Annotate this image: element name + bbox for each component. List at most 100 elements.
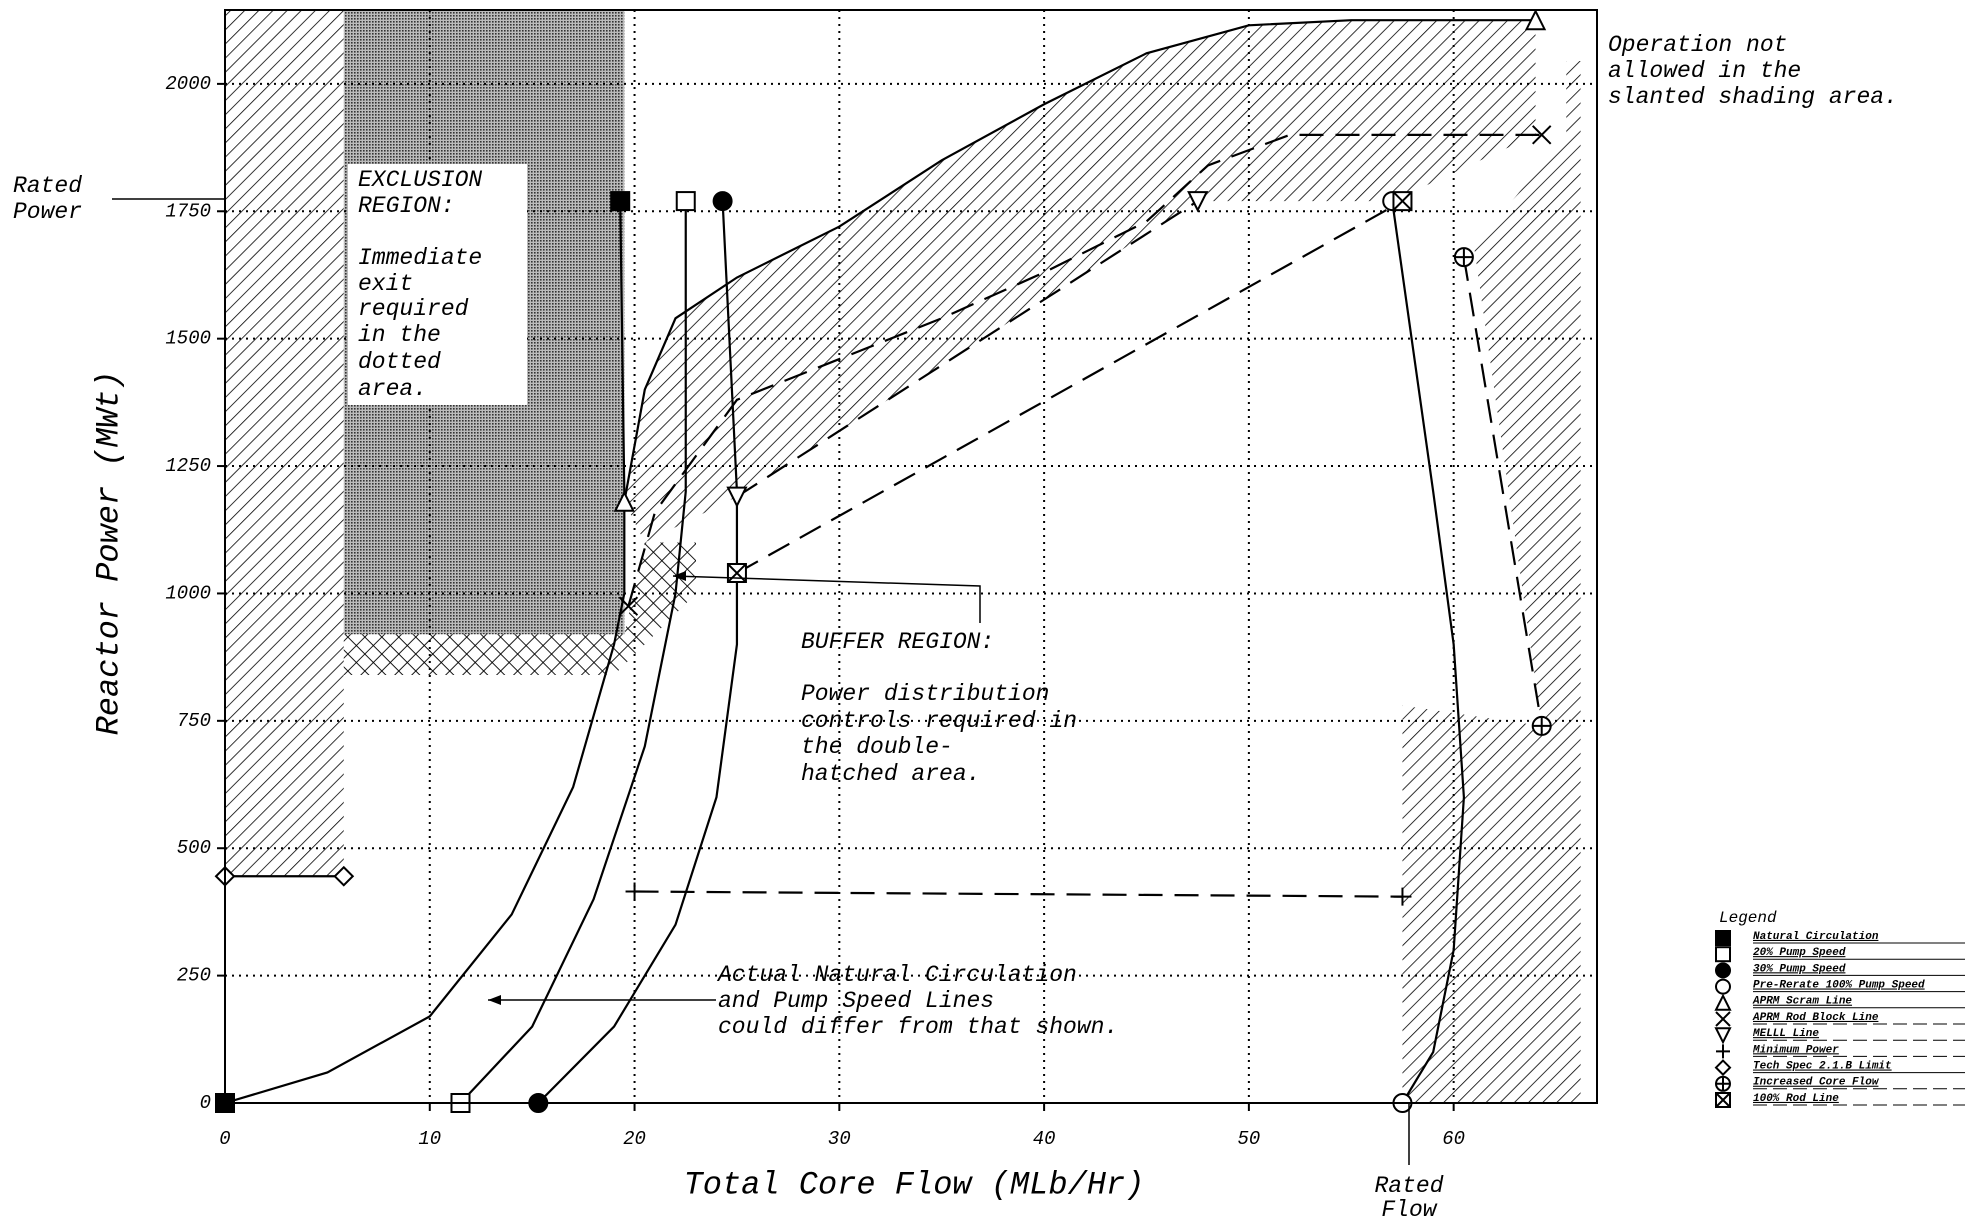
exclusion-text: dotted: [358, 349, 441, 375]
series-line: [736, 200, 1199, 498]
marker: [726, 563, 747, 584]
legend: Legend Natural Circulation 20% Pump Speed 3…: [1714, 909, 1965, 1108]
marker: [618, 596, 639, 616]
series: [214, 8, 1552, 1113]
marker: [675, 191, 696, 212]
plot-frame: [224, 9, 1598, 1104]
y-tick-label: 250: [177, 965, 211, 987]
x-tick-label: 0: [219, 1128, 230, 1150]
series-line: [224, 201, 626, 1105]
x-tick-label: 40: [1033, 1128, 1056, 1150]
legend-label: 100% Rod Line: [1753, 1093, 1839, 1105]
y-tick-label: 1750: [165, 200, 211, 222]
x-axis-label: Total Core Flow (MLb/Hr): [684, 1166, 1145, 1203]
exclusion-text: exit: [358, 271, 413, 297]
legend-label: MELLL Line: [1752, 1028, 1819, 1040]
y-tick-label: 1000: [165, 582, 211, 604]
exclusion-text: in the: [358, 322, 441, 348]
x-tick-label: 30: [828, 1128, 851, 1150]
rated-power-label: Power: [13, 199, 82, 225]
marker: [1715, 1011, 1731, 1027]
slanted-region: [624, 20, 1536, 543]
legend-label: Pre-Rerate 100% Pump Speed: [1753, 980, 1925, 992]
series-line: [736, 200, 1403, 575]
arrow-head: [488, 995, 501, 1005]
rated-flow-label: Rated: [1374, 1173, 1443, 1199]
buffer-title: BUFFER REGION:: [801, 629, 994, 655]
marker: [1716, 1044, 1730, 1059]
exclusion-text: required: [358, 296, 469, 322]
rated-power-label: Rated: [13, 173, 82, 199]
y-tick-label: 1250: [165, 455, 211, 477]
marker: [1393, 887, 1412, 906]
exclusion-box: [348, 164, 527, 405]
x-tick-label: 50: [1237, 1128, 1260, 1150]
marker: [726, 486, 748, 508]
y-tick-label: 1500: [165, 328, 211, 350]
marker: [625, 882, 644, 901]
x-tick-label: 20: [623, 1128, 646, 1150]
marker: [1715, 930, 1731, 946]
legend-label: Tech Spec 2.1.B Limit: [1753, 1061, 1892, 1073]
slanted-region: [225, 10, 344, 877]
marker: [1715, 1075, 1732, 1092]
marker: [1532, 125, 1552, 145]
buffer-arrow: [672, 575, 981, 623]
x-tick-label: 10: [418, 1128, 441, 1150]
y-tick-label: 500: [177, 837, 211, 859]
marker: [1714, 1027, 1732, 1045]
marker: [1187, 191, 1209, 213]
y-tick-label: 750: [177, 710, 211, 732]
legend-label: APRM Scram Line: [1752, 996, 1852, 1008]
series-line: [1462, 256, 1543, 727]
series-line: [1391, 200, 1466, 1104]
series-line: [627, 133, 1542, 607]
slanted-region: [1402, 60, 1581, 1104]
marker: [610, 191, 631, 212]
x-tick-label: 60: [1442, 1128, 1465, 1150]
y-tick-label: 0: [200, 1092, 211, 1114]
marker: [1453, 247, 1474, 268]
buffer-text: the double-: [801, 734, 953, 760]
natural-note: Actual Natural Circulation: [716, 962, 1077, 988]
marker: [1714, 993, 1732, 1011]
series-line: [623, 19, 1536, 502]
marker: [1392, 191, 1413, 212]
marker: [1715, 962, 1731, 979]
marker: [333, 865, 355, 887]
marker: [613, 490, 635, 512]
exclusion-text: area.: [358, 376, 427, 402]
legend-label: Minimum Power: [1752, 1044, 1839, 1056]
rated-flow-label: Flow: [1381, 1197, 1437, 1220]
legend-label: 20% Pump Speed: [1753, 947, 1846, 959]
arrow-head: [673, 571, 686, 581]
y-tick-label: 2000: [165, 73, 211, 95]
exclusion-title: REGION:: [358, 193, 455, 219]
operation-note: Operation not: [1608, 32, 1787, 58]
legend-title: Legend: [1719, 909, 1777, 927]
marker: [1714, 1059, 1732, 1077]
marker: [1524, 8, 1547, 31]
operation-note: allowed in the: [1608, 58, 1801, 84]
exclusion-text: Immediate: [358, 245, 482, 271]
legend-label: APRM Rod Block Line: [1752, 1012, 1879, 1024]
marker: [1715, 946, 1731, 963]
natural-note: and Pump Speed Lines: [718, 988, 994, 1014]
series-line: [459, 201, 687, 1104]
legend-label: Increased Core Flow: [1753, 1077, 1880, 1089]
marker: [1531, 715, 1552, 736]
buffer-text: Power distribution: [801, 681, 1049, 707]
buffer-text: hatched area.: [801, 761, 980, 787]
marker: [712, 191, 733, 212]
series-line: [634, 890, 1403, 898]
exclusion-title: EXCLUSION: [358, 167, 482, 193]
legend-label: Natural Circulation: [1753, 931, 1879, 943]
legend-label: 30% Pump Speed: [1753, 963, 1846, 975]
natural-note: could differ from that shown.: [718, 1014, 1118, 1040]
operation-note: slanted shading area.: [1608, 84, 1898, 110]
marker: [1715, 978, 1731, 995]
buffer-text: controls required in: [801, 708, 1077, 734]
y-axis-label: Reactor Power (MWt): [90, 371, 127, 736]
marker: [1715, 1092, 1731, 1108]
